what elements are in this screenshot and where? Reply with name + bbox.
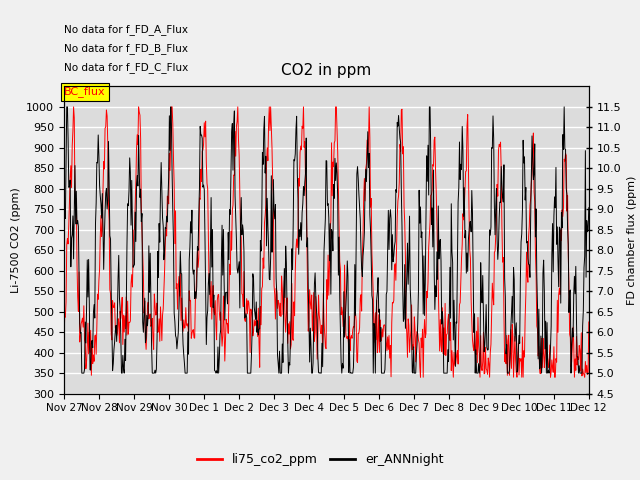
Text: No data for f_FD_A_Flux: No data for f_FD_A_Flux: [64, 24, 188, 35]
Y-axis label: Li-7500 CO2 (ppm): Li-7500 CO2 (ppm): [11, 187, 20, 293]
Text: No data for f_FD_C_Flux: No data for f_FD_C_Flux: [64, 62, 188, 73]
Text: No data for f_FD_B_Flux: No data for f_FD_B_Flux: [64, 43, 188, 54]
Text: BC_flux: BC_flux: [64, 86, 106, 97]
Y-axis label: FD chamber flux (ppm): FD chamber flux (ppm): [627, 175, 637, 305]
Title: CO2 in ppm: CO2 in ppm: [281, 63, 372, 78]
Legend: li75_co2_ppm, er_ANNnight: li75_co2_ppm, er_ANNnight: [191, 448, 449, 471]
